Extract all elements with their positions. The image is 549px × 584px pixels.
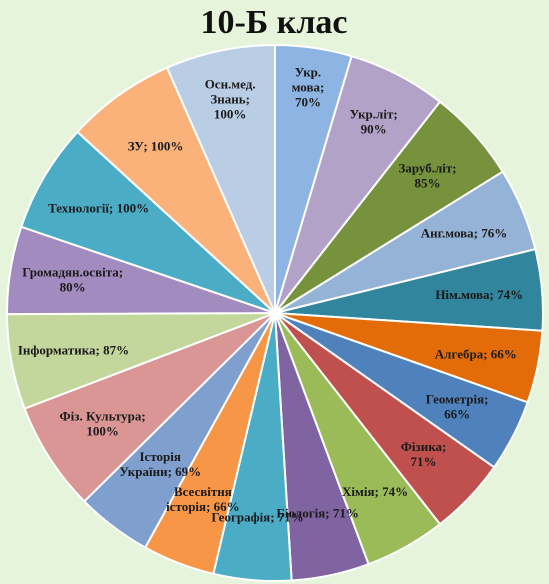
slice-label: Фізика; 71% (401, 439, 447, 469)
pie-slices (5, 43, 544, 582)
slice-label: Хімія; 74% (342, 484, 408, 499)
pie-slice (76, 66, 276, 314)
slice-label: Біологія; 71% (276, 506, 358, 521)
slice-label: Укр. мова; 70% (292, 64, 325, 109)
slice-label: Технології; 100% (48, 201, 149, 216)
chart-title: 10-Б клас (200, 4, 347, 41)
pie-labels: Укр. мова; 70% Укр.літ; 90%Заруб.літ; 85% Анг.… (18, 64, 523, 524)
slice-label: Всесвітня історія; 66% (166, 484, 240, 514)
pie-slice (19, 130, 276, 314)
slice-label: Заруб.літ; 85% (398, 161, 456, 191)
slice-label: Географія; 71% (211, 509, 303, 524)
slice-label: Осн.мед. Знань; 100% (205, 77, 256, 122)
slice-label: Нім.мова; 74% (435, 287, 523, 302)
slice-label: Фіз. Культура; 100% (60, 408, 146, 438)
slice-label: Історія України; 69% (119, 449, 201, 479)
slice-label: Громадян.освіта; 80% (22, 265, 123, 295)
slice-label: Укр.літ; 90% (350, 106, 398, 136)
slice-label: Алгебра; 66% (435, 346, 517, 361)
pie-slice (165, 43, 276, 314)
slice-label: Геометрія; 66% (426, 392, 489, 422)
slice-label: Анг.мова; 76% (421, 226, 508, 241)
pie-slice (23, 312, 276, 503)
slice-label: ЗУ; 100% (128, 138, 184, 153)
slice-label: Інформатика; 87% (18, 343, 129, 358)
